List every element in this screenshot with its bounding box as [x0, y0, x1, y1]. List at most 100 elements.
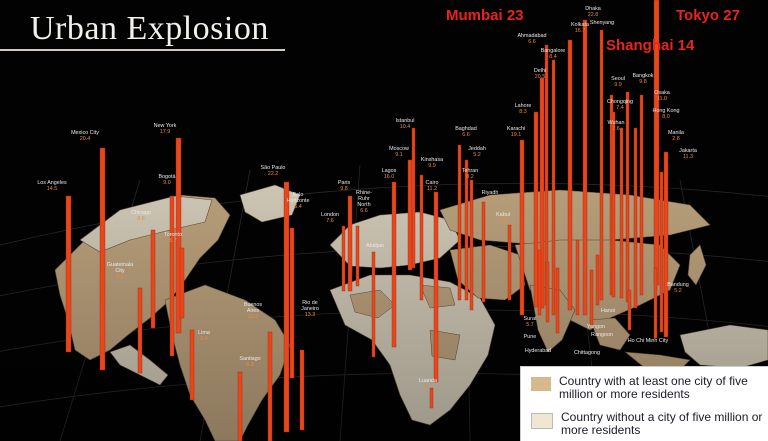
bar-wuhan [619, 127, 624, 299]
bar-bangkok [625, 91, 630, 303]
bar-belo-horizonte [289, 227, 295, 379]
bar-bogota [169, 195, 175, 357]
city-label: Rhine-Ruhr North 6.6 [356, 190, 372, 214]
bar-moscow [407, 159, 413, 271]
city-label: Bangkok 9.8 [632, 73, 654, 85]
city-label: Chittagong [573, 350, 601, 356]
city-label: Shenyang [589, 20, 615, 26]
bar-lahore [533, 111, 539, 308]
bar-mexico-city [99, 147, 106, 371]
bar-guatemala [137, 287, 143, 374]
bar-sao-paulo [283, 181, 290, 433]
city-label: Luanda 5.1 [419, 378, 437, 390]
bar-kabul [507, 224, 512, 301]
page-title: Urban Explosion [30, 10, 269, 47]
bar-new-york [175, 137, 182, 334]
city-label: New York 17.9 [153, 123, 177, 135]
bar-jakarta [663, 151, 669, 338]
city-label: Kolkata 16.7 [571, 22, 589, 34]
city-label: Bandung 5.2 [667, 282, 689, 294]
city-label: Kabul 5.4 [496, 212, 510, 224]
bar-bangalore [551, 59, 556, 316]
bar-istanbul [411, 127, 416, 269]
city-label: Manila 2.8 [668, 130, 684, 142]
city-label: Guatemala City 5.3 [106, 262, 134, 280]
bar-abidjan [371, 251, 376, 358]
bar-hyderabad [555, 267, 560, 334]
city-label: Los Angeles 14.5 [37, 180, 67, 192]
bar-rio [299, 349, 305, 431]
bar-lagos [391, 181, 397, 348]
legend-text: Country with at least one city of five m… [559, 374, 748, 401]
bar-chittagong [575, 239, 580, 316]
bar-osaka [639, 94, 644, 296]
city-label: Paris 9.8 [337, 180, 351, 192]
bar-hanoi [595, 254, 600, 306]
bar-yangon [589, 269, 594, 326]
legend-swatch [531, 413, 553, 429]
city-label: Buenos Aires 13.2 [243, 302, 263, 320]
callout-shanghai: Shanghai 14 [606, 37, 695, 54]
city-label: Hanoi [600, 308, 616, 314]
bar-buenos-aires [267, 331, 273, 441]
legend-text: Country without a city of five million o… [561, 410, 763, 437]
legend-item-with-city: Country with at least one city of five m… [531, 375, 768, 401]
city-label: Ahmadabad 6.6 [517, 33, 547, 45]
bar-cairo [433, 191, 439, 383]
bar-toronto [179, 247, 185, 319]
city-label: Bangalore 8.4 [540, 48, 566, 60]
city-label: Hong Kong 8.0 [652, 108, 680, 120]
city-label: Wuhan 7.6 [607, 120, 625, 132]
bar-luanda [429, 387, 434, 409]
bar-lima [189, 329, 195, 401]
city-label: Karachi 19.1 [506, 126, 526, 138]
bar-chongqing [611, 111, 616, 298]
legend-swatch [531, 377, 551, 391]
bar-dhaka [582, 19, 588, 316]
bar-hcmc [627, 289, 632, 331]
city-label: Moscow 9.1 [389, 146, 409, 158]
bar-los-angeles [65, 195, 72, 353]
bar-riyadh [481, 201, 486, 303]
city-label: Surat 5.7 [523, 316, 537, 328]
city-label: Pune [523, 334, 537, 340]
city-label: Lagos 16.0 [381, 168, 397, 180]
bar-london [341, 225, 346, 292]
bar-paris [347, 195, 353, 292]
city-label: Santiago 6.3 [239, 356, 261, 368]
city-label: São Paulo 22.2 [260, 165, 286, 177]
city-label: Rio de Janeiro 13.3 [301, 300, 319, 318]
city-label: Istanbul 10.4 [395, 118, 415, 130]
bar-manila [659, 171, 664, 333]
city-label: Tehran 8.2 [461, 168, 479, 180]
bar-shenyang [599, 29, 604, 301]
bar-tehran [469, 179, 474, 311]
city-label: Riyadh 7.5 [481, 190, 499, 202]
city-label: Abidjan [366, 243, 384, 249]
bar-chicago [150, 229, 156, 329]
city-label: Kinshasa 9.9 [420, 157, 444, 169]
bar-bandung [653, 267, 658, 339]
title-underline [0, 49, 285, 51]
legend-item-without-city: Country without a city of five million o… [531, 411, 768, 437]
city-label: Bogotá 9.0 [158, 174, 176, 186]
city-label: Dhaka 22.8 [585, 6, 601, 18]
callout-tokyo: Tokyo 27 [676, 7, 740, 24]
city-bars [65, 0, 669, 441]
city-label: Mexico City 20.4 [71, 130, 99, 142]
city-label: Jeddah 5.2 [468, 146, 486, 158]
city-label: Ho Chi Minh City [627, 338, 669, 344]
city-label: Hyderabad [524, 348, 552, 354]
callout-mumbai: Mumbai 23 [446, 7, 524, 24]
bar-jeddah [464, 159, 469, 301]
city-label: Seoul 9.9 [611, 76, 625, 88]
city-label: Toronto 5.7 [164, 232, 182, 244]
city-label: Baghdad 6.6 [455, 126, 477, 138]
city-label: Lahore 8.3 [514, 103, 532, 115]
bar-kinshasa [419, 174, 424, 301]
city-label: Rangoon [591, 332, 613, 338]
bar-hong-kong [633, 127, 638, 309]
bar-rhine-ruhr [355, 225, 360, 287]
